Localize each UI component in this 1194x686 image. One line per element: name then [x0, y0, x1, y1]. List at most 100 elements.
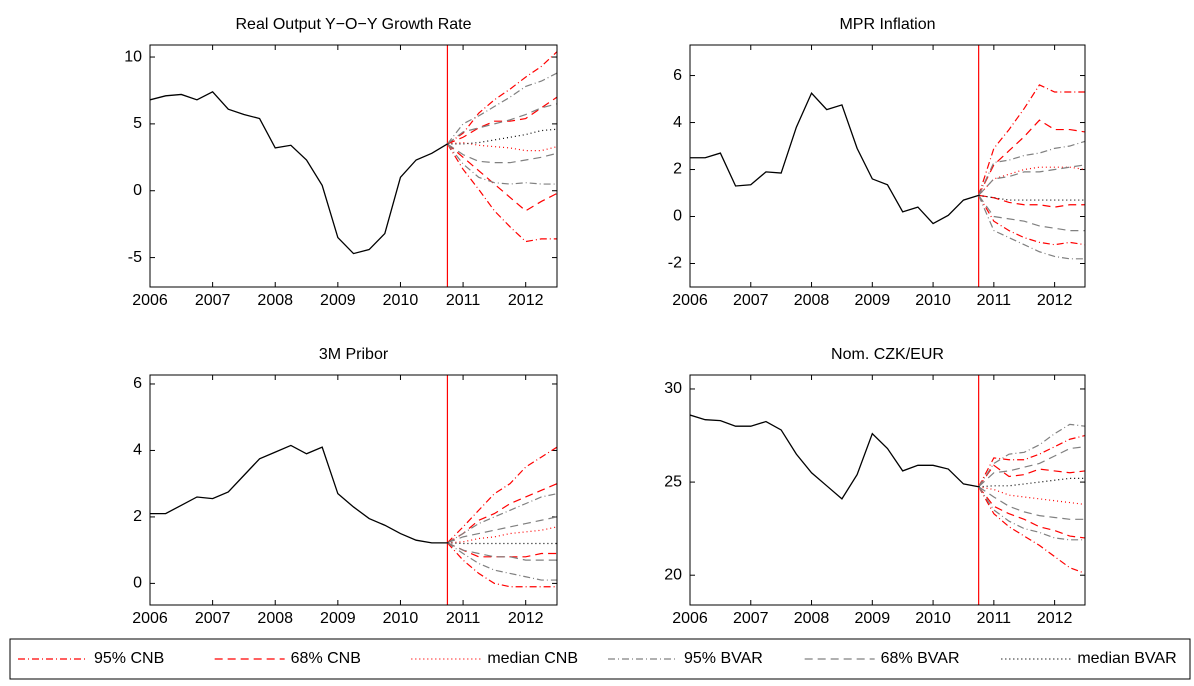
x-tick-label: 2008: [794, 610, 830, 627]
plot-area: [690, 45, 1085, 287]
legend-label: 95% CNB: [94, 650, 164, 667]
forecast-line: [978, 486, 1085, 520]
forecast-line: [978, 166, 1085, 196]
y-tick-label: 10: [124, 48, 142, 65]
y-tick-label: 4: [673, 114, 682, 131]
y-tick-label: 6: [133, 375, 142, 392]
y-tick-label: 0: [673, 208, 682, 225]
history-line: [150, 90, 448, 255]
legend: 95% CNB 68% CNB median CNB 95% BVAR 68% BVAR…: [9, 638, 1191, 680]
forecast-line: [447, 542, 557, 561]
forecast-line: [447, 103, 557, 145]
x-tick-label: 2010: [915, 292, 951, 309]
legend-label: 95% BVAR: [684, 650, 763, 667]
y-tick-label: 6: [673, 67, 682, 84]
forecast-line: [447, 542, 557, 545]
legend-box: [9, 638, 1191, 680]
y-tick-label: -5: [128, 249, 142, 266]
x-tick-label: 2010: [915, 610, 951, 627]
plot-area: [150, 45, 557, 287]
forecast-line: [978, 486, 1085, 574]
forecast-line: [978, 486, 1085, 506]
axes-frame: [149, 374, 558, 606]
subplot: Real Output Y−O−Y Growth Rate -5 0 5 10 2006 2…: [124, 16, 558, 309]
y-tick-label: 4: [133, 442, 142, 459]
x-tick-label: 2006: [672, 292, 708, 309]
forecast-line: [446, 542, 557, 588]
forecast-line: [447, 483, 557, 544]
plot-area: [150, 375, 557, 605]
x-tick-label: 2009: [855, 292, 891, 309]
forecast-line: [447, 143, 557, 212]
forecast-line: [978, 164, 1085, 196]
subplot-title: MPR Inflation: [839, 16, 935, 33]
legend-label: 68% BVAR: [881, 650, 960, 667]
forecast-line: [978, 84, 1085, 196]
x-tick-label: 2007: [733, 292, 769, 309]
subplot: MPR Inflation -2 0 2 4 6 2006 2007 2008 2009 2010 2…: [668, 16, 1086, 309]
x-tick-label: 2008: [794, 292, 830, 309]
forecast-line: [447, 143, 557, 164]
forecast-line: [978, 486, 1085, 541]
y-tick-label: 2: [673, 161, 682, 178]
forecast-line: [978, 119, 1085, 196]
x-tick-label: 2007: [195, 610, 231, 627]
forecast-line: [447, 493, 557, 544]
forecast-line: [447, 96, 557, 145]
history-line: [690, 92, 979, 225]
x-tick-label: 2012: [508, 610, 544, 627]
axes-frame: [689, 44, 1086, 288]
plot-area: [690, 375, 1085, 605]
forecast-line: [978, 423, 1085, 488]
x-tick-label: 2008: [257, 292, 293, 309]
x-tick-label: 2011: [977, 292, 1012, 309]
forecast-line: [447, 128, 557, 145]
y-tick-label: 0: [133, 182, 142, 199]
axes-frame: [149, 44, 558, 288]
y-tick-label: 0: [133, 575, 142, 592]
subplot-title: Nom. CZK/EUR: [831, 346, 944, 363]
y-tick-label: 20: [664, 566, 682, 583]
x-tick-label: 2011: [446, 610, 481, 627]
x-tick-label: 2012: [1037, 610, 1073, 627]
x-tick-label: 2007: [195, 292, 231, 309]
x-tick-label: 2006: [672, 610, 708, 627]
forecast-line: [978, 464, 1085, 488]
x-tick-label: 2011: [977, 610, 1012, 627]
x-tick-label: 2006: [132, 292, 168, 309]
x-tick-label: 2011: [446, 292, 481, 309]
forecast-line: [978, 434, 1085, 488]
x-tick-label: 2009: [320, 292, 356, 309]
subplot-title: Real Output Y−O−Y Growth Rate: [236, 16, 472, 33]
x-tick-label: 2009: [855, 610, 891, 627]
x-tick-label: 2008: [257, 610, 293, 627]
forecast-line: [446, 143, 557, 185]
forecast-line: [447, 526, 557, 544]
x-tick-label: 2010: [383, 292, 419, 309]
x-tick-label: 2010: [383, 610, 419, 627]
x-tick-label: 2012: [1037, 292, 1073, 309]
forecast-line: [447, 516, 557, 544]
subplot-title: 3M Pribor: [319, 346, 389, 363]
x-tick-label: 2007: [733, 610, 769, 627]
forecast-line: [446, 72, 557, 145]
y-tick-label: -2: [668, 255, 682, 272]
y-tick-label: 2: [133, 508, 142, 525]
y-tick-label: 5: [133, 115, 142, 132]
forecast-line: [978, 195, 1085, 246]
y-tick-label: 30: [664, 380, 682, 397]
forecast-line: [978, 194, 1085, 208]
axes-frame: [689, 374, 1086, 606]
forecast-line: [978, 477, 1085, 488]
forecast-line: [978, 194, 1085, 201]
subplot: 3M Pribor 0 2 4 6 2006 2007 2008 2009 2010 2011 201…: [132, 346, 558, 627]
y-tick-label: 25: [664, 473, 682, 490]
forecast-line: [978, 140, 1085, 196]
forecast-line: [446, 143, 557, 243]
history-line: [150, 444, 448, 544]
forecast-line: [978, 486, 1085, 539]
forecast-line: [447, 542, 557, 581]
x-tick-label: 2012: [508, 292, 544, 309]
forecast-line: [978, 446, 1085, 488]
